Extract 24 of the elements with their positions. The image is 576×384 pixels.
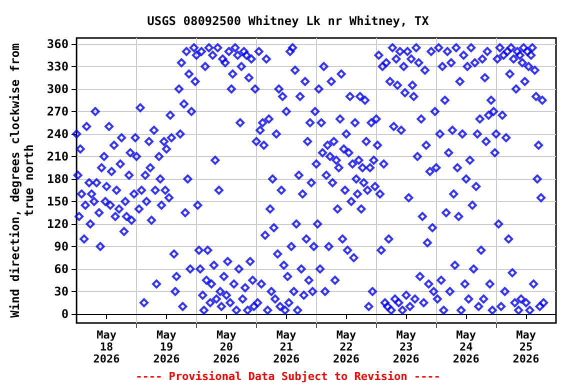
x-tick-label: May 18 2026 <box>93 328 120 366</box>
x-tick-label: May 20 2026 <box>213 328 240 366</box>
y-tick-label: 90 <box>54 240 69 254</box>
y-tick-label: 120 <box>46 217 69 231</box>
y-tick-label: 60 <box>54 262 69 276</box>
y-tick-label: 270 <box>46 104 69 118</box>
text: ---- Provisional Data Subject to Revision ---- <box>136 370 440 383</box>
y-tick-label: 0 <box>61 307 69 321</box>
y-tick-label: 300 <box>46 82 69 96</box>
y-tick-label: 30 <box>54 284 69 298</box>
y-tick-label: 180 <box>46 172 69 186</box>
x-tick-label: May 23 2026 <box>392 328 420 366</box>
x-tick-label: May 25 2026 <box>512 328 540 366</box>
x-tick-label: May 24 2026 <box>452 328 480 366</box>
y-tick-label: 360 <box>46 37 69 51</box>
chart-title: USGS 08092500 Whitney Lk nr Whitney, TX <box>147 14 430 28</box>
x-tick-label: May 21 2026 <box>273 328 300 366</box>
y-axis-title: Wind direction, degrees clockwise from true north <box>8 43 36 318</box>
x-tick-label: May 22 2026 <box>333 328 360 366</box>
y-tick-label: 150 <box>46 194 69 208</box>
y-tick-label: 210 <box>46 150 69 164</box>
y-tick-label: 240 <box>46 127 69 141</box>
y-tick-label: 330 <box>46 60 69 74</box>
x-tick-label: May 19 2026 <box>153 328 180 366</box>
